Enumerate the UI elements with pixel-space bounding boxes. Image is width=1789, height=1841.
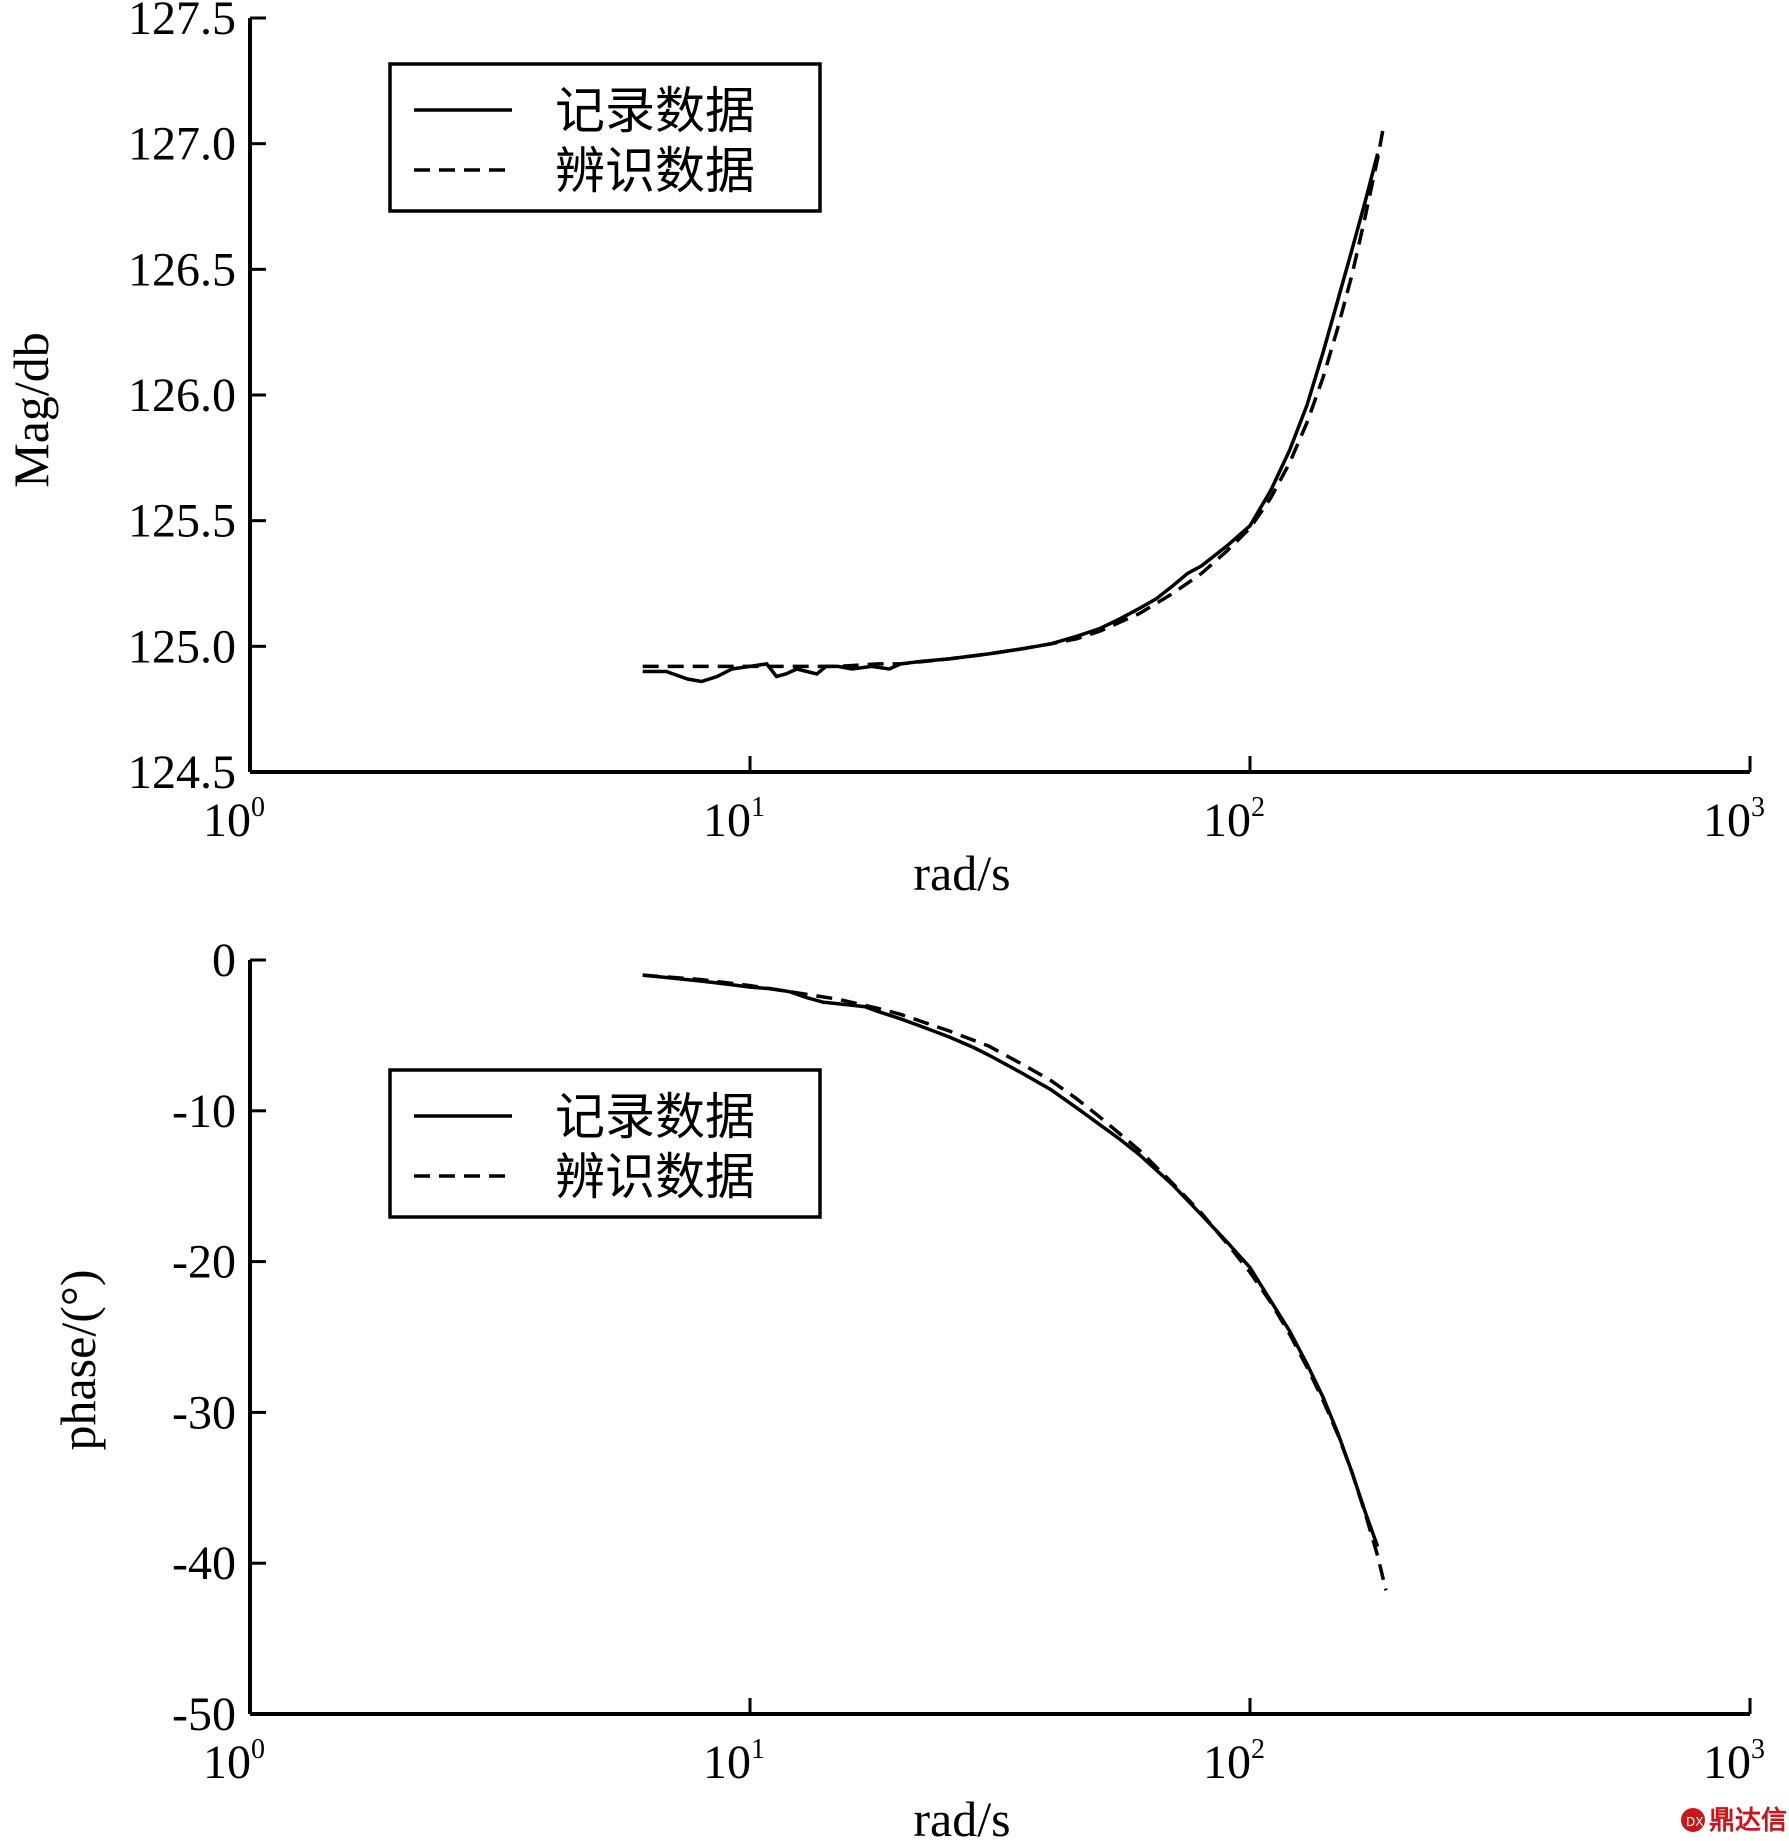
x-tick-label: 100 — [203, 792, 265, 847]
svg-text:DX: DX — [1686, 1815, 1703, 1829]
y-tick-label: 126.0 — [128, 369, 236, 422]
x-axis-title: rad/s — [913, 1791, 1010, 1841]
x-axis-title: rad/s — [913, 845, 1010, 901]
y-tick-label: 0 — [212, 934, 236, 987]
x-tick-label: 103 — [1703, 1734, 1765, 1789]
magnitude-panel: 124.5 125.0 125.5 126.0 126.5 127.0 127.5 100 10… — [3, 0, 1765, 901]
x-tick-label: 100 — [203, 1734, 265, 1789]
y-tick-label: 125.5 — [128, 495, 236, 548]
y-tick-label: -20 — [172, 1236, 236, 1289]
y-tick-label: 127.0 — [128, 118, 236, 171]
legend-label: 记录数据 — [555, 82, 755, 140]
x-tick-label: 101 — [703, 792, 765, 847]
legend-box — [388, 1068, 822, 1219]
y-tick-label: -50 — [172, 1688, 236, 1741]
legend-label: 记录数据 — [555, 1088, 755, 1146]
series-line-recorded — [642, 973, 1380, 1548]
series-line-identified — [642, 973, 1388, 1591]
y-tick-label: 127.5 — [128, 0, 236, 45]
watermark-text: 鼎达信 — [1709, 1806, 1787, 1836]
y-tick-label: -10 — [172, 1085, 236, 1138]
y-tick-label: 124.5 — [128, 746, 236, 799]
y-tick-label: -30 — [172, 1386, 236, 1439]
x-tick-label: 103 — [1703, 792, 1765, 847]
series-line-recorded — [642, 153, 1380, 684]
watermark-icon — [1681, 1808, 1705, 1832]
y-tick-label: 125.0 — [128, 620, 236, 673]
y-axis-title: Mag/db — [3, 332, 59, 488]
legend-box — [388, 62, 822, 213]
x-tick-label: 102 — [1203, 1734, 1265, 1789]
y-axis-title: phase/(°) — [50, 1269, 106, 1450]
series-line-identified — [642, 125, 1386, 669]
legend-label: 辨识数据 — [555, 1148, 755, 1206]
y-tick-label: 126.5 — [128, 243, 236, 296]
phase-panel: -50 -40 -30 -20 -10 0 100 101 102 103 rad/s phase/(… — [50, 934, 1765, 1841]
x-tick-label: 101 — [703, 1734, 765, 1789]
watermark-logo: DX 鼎达信 — [1681, 1806, 1787, 1836]
x-tick-label: 102 — [1203, 792, 1265, 847]
legend-label: 辨识数据 — [555, 142, 755, 200]
y-tick-label: -40 — [172, 1537, 236, 1590]
